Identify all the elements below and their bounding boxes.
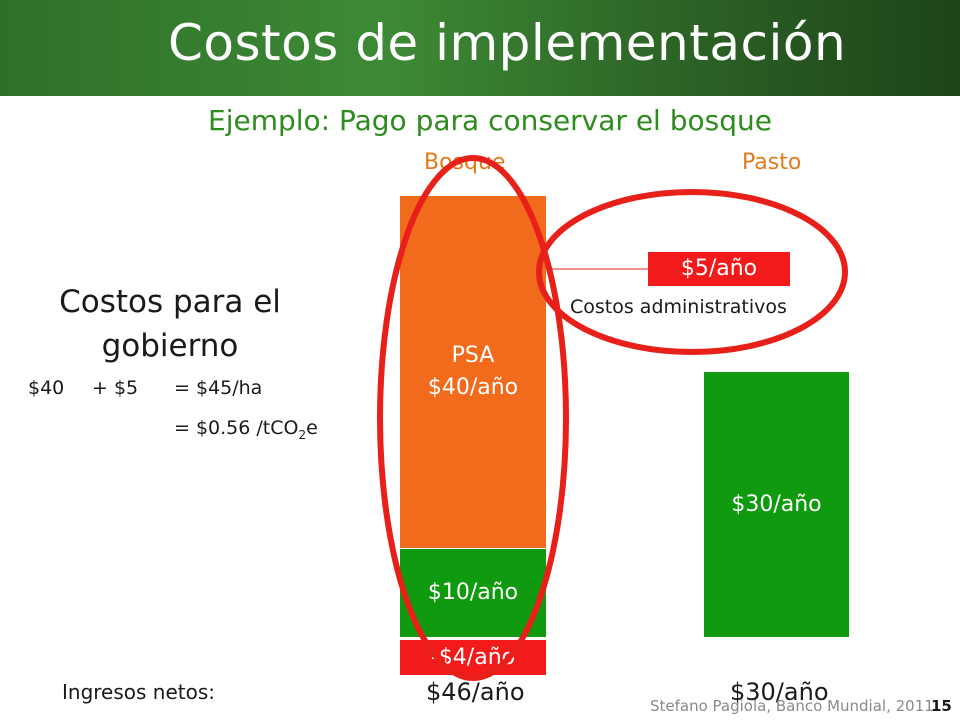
forest-negative-value: -$4/año [430, 644, 516, 670]
footer-credit: Stefano Pagiola, Banco Mundial, 2011 [650, 697, 934, 715]
page-number: 15 [931, 697, 952, 715]
calc-cost-per-tco2e: = $0.56 /tCO2e [174, 417, 318, 442]
calc-admin-amount: + $5 [92, 377, 139, 399]
calc-cost-subscript: 2 [298, 427, 307, 442]
psa-label: PSA [451, 343, 495, 368]
forest-negative-bar: -$4/año [400, 640, 546, 675]
column-label-forest: Bosque [424, 150, 506, 175]
net-income-label: Ingresos netos: [62, 680, 216, 704]
admin-cost-bar: $5/año [648, 252, 790, 286]
calc-cost-suffix: e [306, 417, 318, 439]
net-income-pasture: $30/año [730, 678, 829, 706]
pasture-income-bar: $30/año [704, 372, 849, 637]
title-bar: Costos de implementación [0, 0, 960, 96]
admin-cost-label: Costos administrativos [570, 296, 787, 318]
calc-total-per-ha: = $45/ha [174, 377, 263, 399]
government-costs-heading: Costos para el gobierno [59, 284, 281, 364]
pasture-income-value: $30/año [731, 491, 822, 517]
column-label-pasture: Pasto [742, 150, 802, 175]
calc-psa-amount: $40 [28, 377, 65, 399]
forest-income-bar: $10/año [400, 549, 546, 637]
psa-bar: PSA $40/año [400, 196, 546, 548]
slide-title: Costos de implementación [168, 14, 847, 72]
admin-cost-value: $5/año [680, 256, 758, 281]
slide-subtitle: Ejemplo: Pago para conservar el bosque [208, 104, 772, 137]
net-income-forest: $46/año [426, 678, 525, 706]
calc-cost-prefix: = $0.56 /tCO [174, 417, 299, 439]
forest-income-value: $10/año [427, 580, 519, 605]
psa-value: $40/año [427, 375, 519, 400]
